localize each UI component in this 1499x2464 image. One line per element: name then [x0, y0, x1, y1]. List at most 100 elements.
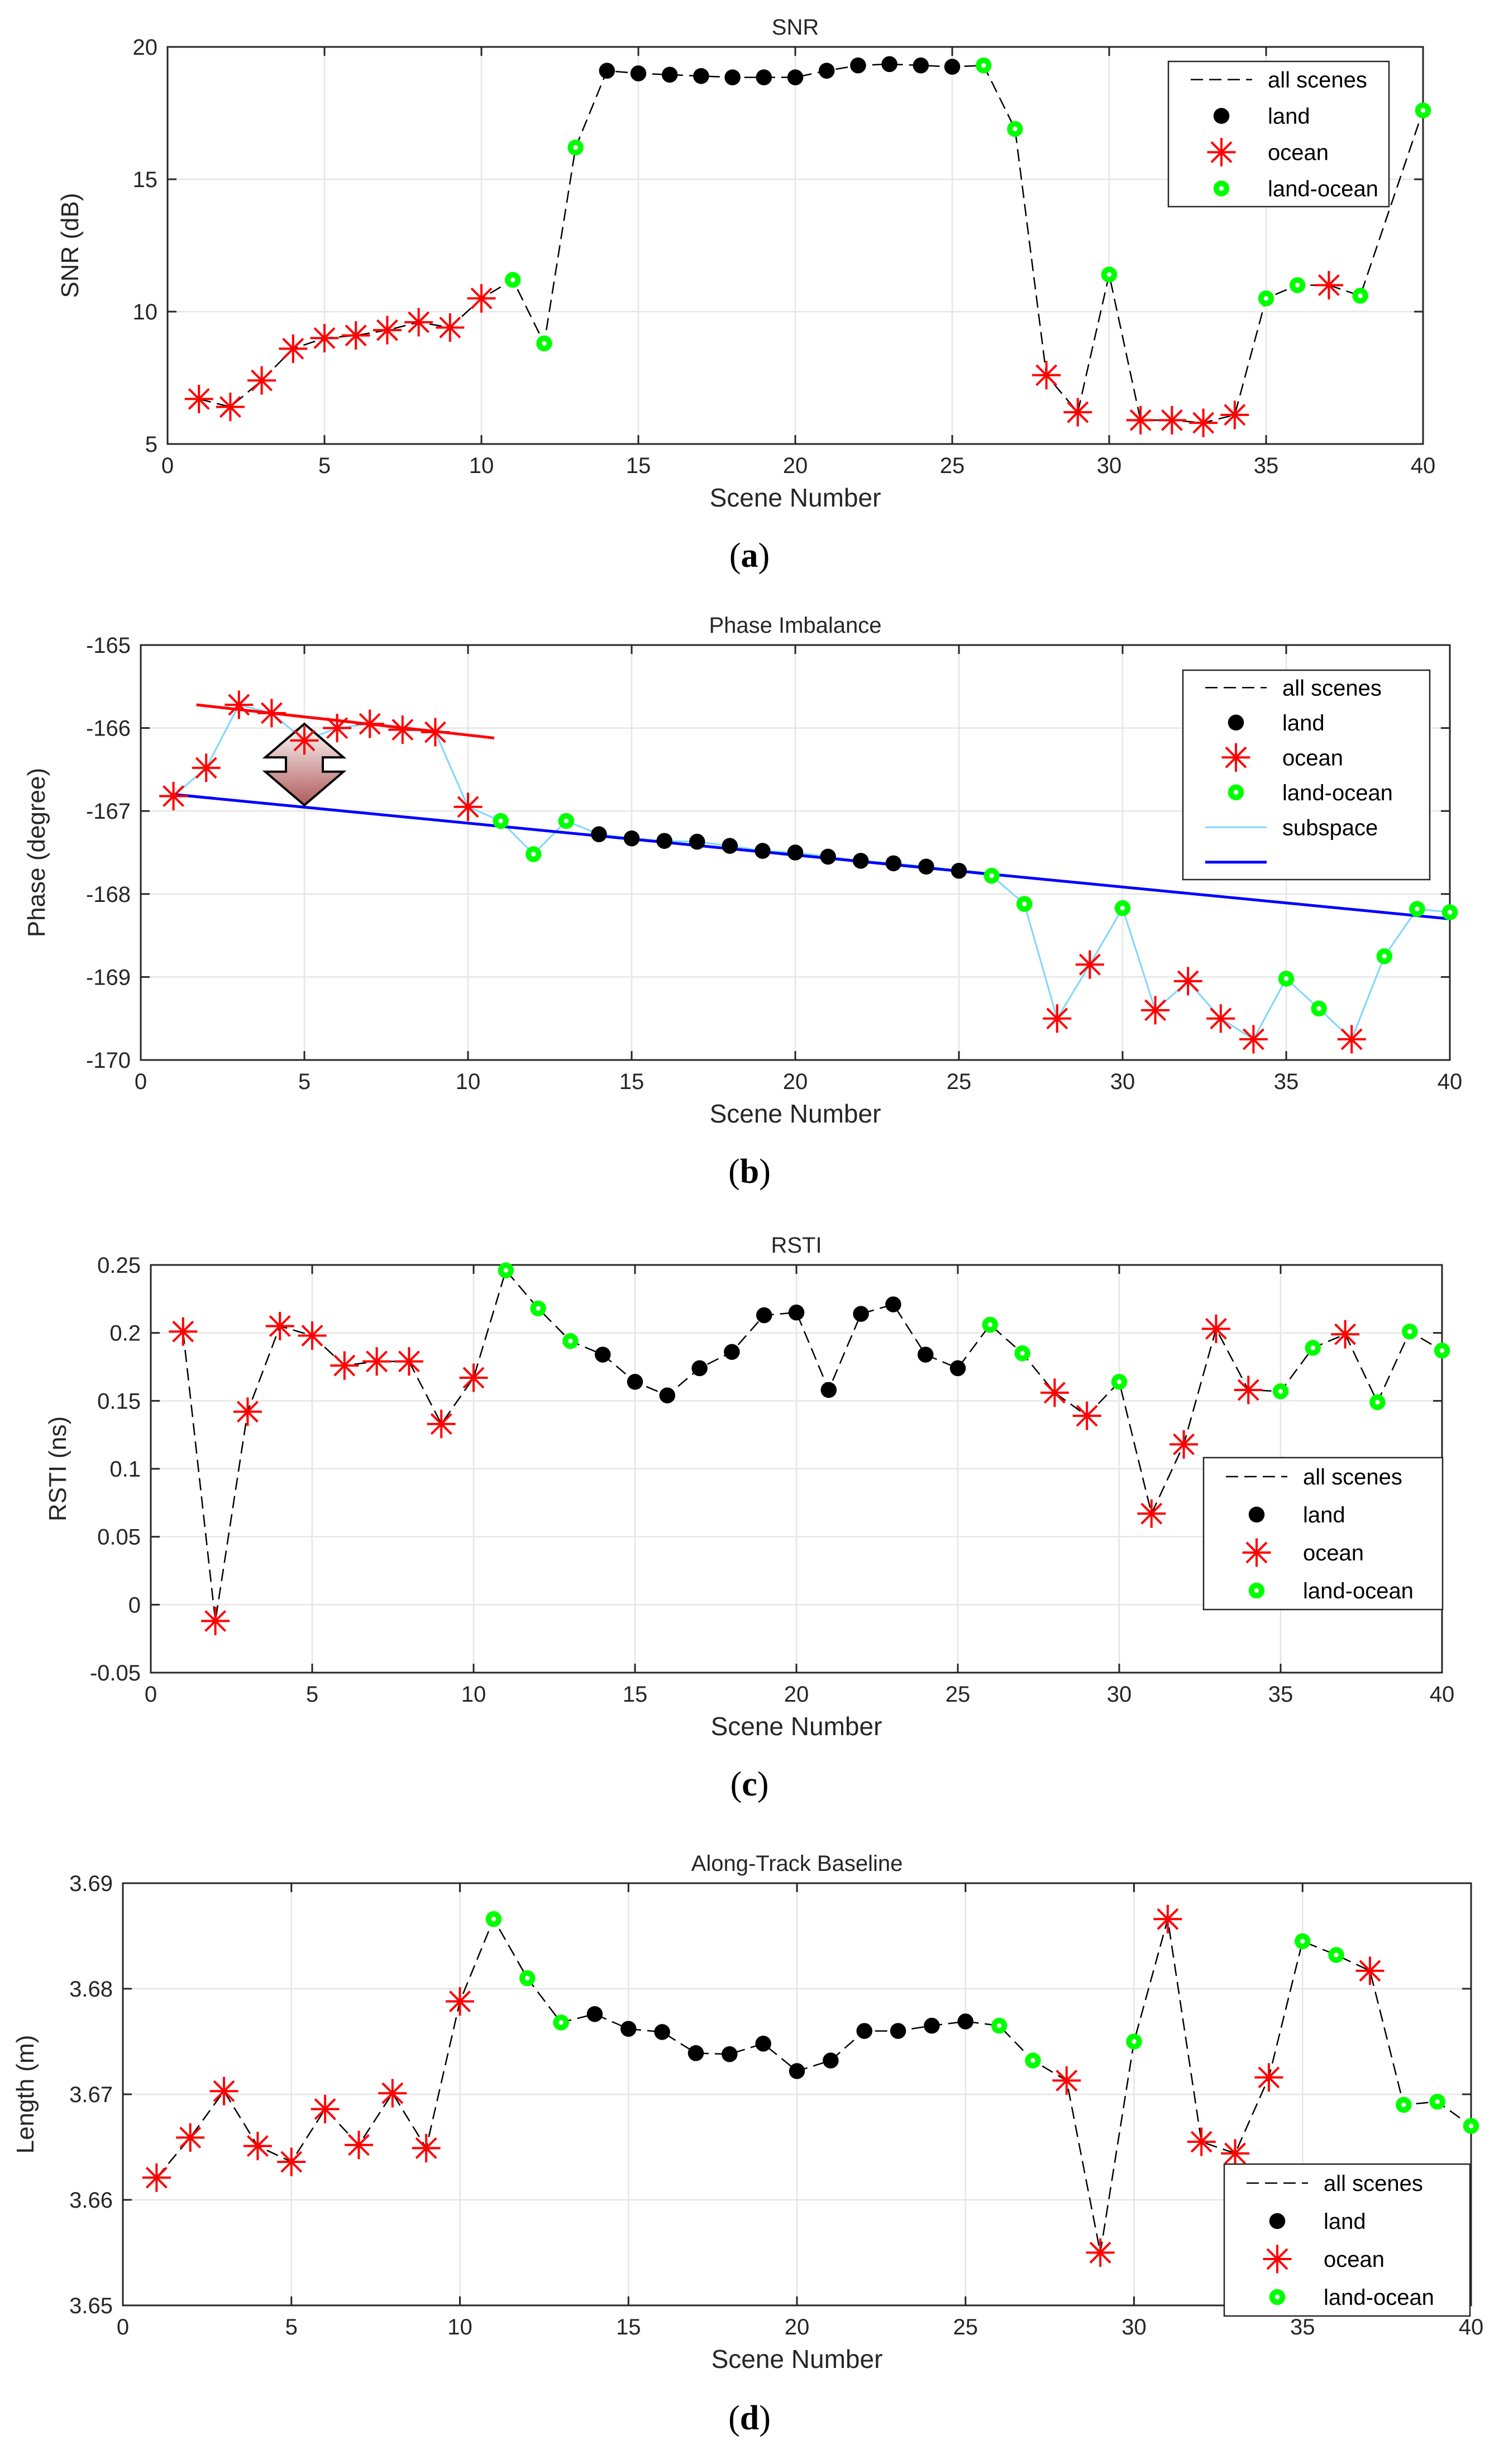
ocean-marker — [1043, 1004, 1072, 1033]
chart-title: SNR — [772, 15, 819, 40]
ocean-marker — [412, 2133, 441, 2162]
land-ocean-marker-center — [531, 852, 536, 857]
land-ocean-marker-center — [568, 1339, 573, 1344]
x-tick-label: 20 — [784, 1682, 809, 1707]
x-tick-label: 30 — [1097, 453, 1122, 478]
land-marker — [788, 1304, 805, 1321]
caption-open: ( — [728, 1153, 740, 1191]
land-marker — [724, 1344, 740, 1360]
y-tick-label: 3.65 — [69, 2294, 113, 2318]
land-ocean-marker-center — [1435, 2099, 1440, 2104]
ocean-marker — [1263, 2245, 1292, 2274]
ocean-marker — [298, 1321, 327, 1350]
legend-label: ocean — [1303, 1541, 1364, 1565]
caption-letter: d — [740, 2399, 759, 2437]
caption-open: ( — [729, 537, 741, 575]
ocean-marker — [279, 334, 308, 363]
x-tick-label: 35 — [1268, 1682, 1293, 1707]
ocean-marker — [404, 308, 433, 337]
ocean-marker — [209, 2076, 238, 2105]
x-tick-label: 35 — [1254, 453, 1279, 478]
ocean-marker-stroke — [1224, 404, 1246, 426]
caption-letter: a — [741, 537, 758, 575]
fit-line — [173, 792, 1450, 920]
ocean-marker-stroke — [228, 694, 250, 716]
ocean-marker-stroke — [1067, 401, 1089, 423]
x-tick-label: 30 — [1110, 1069, 1135, 1094]
land-marker — [620, 2021, 637, 2037]
x-tick-label: 5 — [306, 1682, 318, 1707]
land-ocean-marker-center — [1447, 910, 1453, 915]
ocean-marker-stroke — [293, 729, 316, 752]
x-tick-label: 15 — [616, 2315, 641, 2339]
land-marker — [951, 862, 967, 879]
land-marker — [654, 2024, 670, 2040]
ocean-marker — [446, 1987, 474, 2016]
ocean-marker-stroke — [301, 1325, 323, 1346]
ocean-marker — [192, 753, 221, 782]
ocean-marker-stroke — [1035, 364, 1058, 386]
ocean-marker — [362, 1347, 392, 1376]
ocean-marker-stroke — [219, 396, 241, 418]
ocean-marker-stroke — [1224, 2142, 1246, 2165]
ocean-marker-stroke — [269, 1315, 291, 1337]
ocean-marker-stroke — [449, 1990, 471, 2013]
land-ocean-marker-center — [542, 341, 547, 346]
land-marker — [881, 56, 898, 73]
land-ocean-marker-center — [1358, 293, 1363, 298]
x-tick-label: 15 — [623, 1682, 648, 1707]
chart-d: 0 5 10 15 20 25 30 35 40 3.65 3.66 3.67 3.68 3.69 Alon… — [12, 1851, 1483, 2437]
ocean-marker — [1207, 138, 1236, 166]
ocean-marker-stroke — [1210, 141, 1233, 163]
ocean-marker — [216, 393, 245, 422]
chart-title: RSTI — [771, 1233, 822, 1258]
ocean-marker-stroke — [1334, 1323, 1357, 1345]
x-tick-label: 0 — [161, 453, 174, 478]
ocean-marker-stroke — [1043, 1382, 1066, 1404]
x-tick-label: 40 — [1411, 453, 1436, 478]
series-markers — [142, 1904, 1479, 2267]
y-tick-label: 3.68 — [69, 1977, 113, 2002]
ocean-marker-stroke — [204, 1610, 227, 1632]
land-ocean-marker-center — [1375, 1400, 1380, 1405]
x-tick-label: 30 — [1121, 2315, 1147, 2339]
land-marker — [918, 858, 934, 875]
land-marker — [885, 855, 902, 872]
ocean-marker — [169, 1317, 198, 1346]
y-axis-label: Phase (degree) — [23, 768, 50, 937]
land-ocean-marker-center — [989, 873, 994, 878]
land-ocean-marker-center — [981, 63, 986, 68]
ocean-marker-stroke — [145, 2166, 168, 2189]
y-tick-label: 0.2 — [109, 1321, 141, 1346]
ocean-marker — [142, 2163, 171, 2192]
land-ocean-marker-center — [1263, 296, 1269, 301]
land-marker — [691, 1360, 708, 1377]
land-ocean-marker-center — [1407, 1329, 1412, 1334]
ocean-marker-stroke — [246, 2135, 269, 2157]
ocean-marker-stroke — [195, 757, 217, 779]
ocean-marker-stroke — [1245, 1541, 1268, 1564]
x-tick-label: 20 — [783, 453, 808, 478]
land-marker — [1213, 108, 1230, 124]
land-ocean-marker-center — [1415, 906, 1420, 911]
land-marker — [820, 1382, 837, 1398]
land-ocean-marker-center — [558, 2020, 564, 2025]
ocean-marker — [1234, 1376, 1263, 1405]
y-axis-label: RSTI (ns) — [44, 1416, 71, 1521]
ocean-marker-stroke — [1210, 1007, 1232, 1030]
ocean-marker — [373, 316, 402, 345]
chart-title: Along-Track Baseline — [691, 1851, 903, 1876]
x-tick-label: 40 — [1430, 1682, 1455, 1707]
x-tick-label: 25 — [946, 1682, 971, 1707]
ocean-marker — [1187, 2127, 1216, 2156]
ocean-marker — [159, 781, 188, 810]
y-tick-label: 0.25 — [97, 1253, 141, 1278]
ocean-marker-stroke — [430, 1413, 452, 1435]
ocean-marker — [1137, 1499, 1166, 1528]
chart-b: 0 5 10 15 20 25 30 35 40 -170 -169 -168 -167 -166 -165… — [23, 613, 1462, 1191]
land-ocean-marker-center — [498, 818, 503, 824]
land-ocean-marker-center — [1316, 1006, 1321, 1011]
legend-label: all scenes — [1268, 68, 1367, 93]
land-marker — [818, 63, 835, 79]
